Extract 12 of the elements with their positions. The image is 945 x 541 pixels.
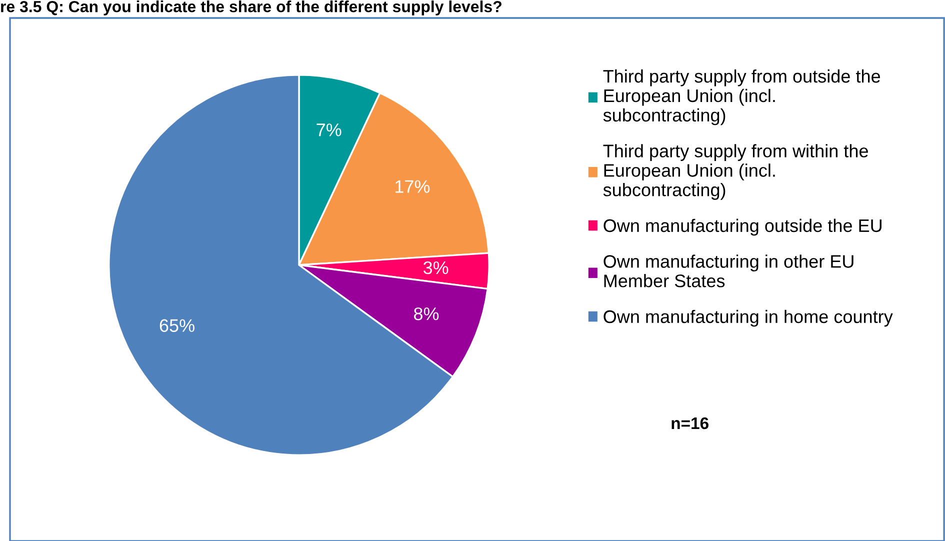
data-label: 65%	[160, 319, 194, 332]
legend-label: Own manufacturing outside the EU	[604, 218, 882, 236]
chart-title: re 3.5 Q: Can you indicate the share of the different supply levels?	[1, 0, 502, 16]
data-label: 7%	[316, 124, 342, 136]
legend-label: Own manufacturing in home country	[604, 310, 893, 327]
data-label: 3%	[423, 261, 448, 274]
data-label: 17%	[396, 180, 430, 193]
legend-label: Third party supply from outside the European Union (incl. subcontracting)	[603, 69, 880, 126]
text: n=16	[672, 417, 708, 430]
data-label: 8%	[414, 307, 439, 320]
legend-label: Third party supply from within the European Union (incl. subcontracting)	[603, 144, 868, 200]
legend-label: Own manufacturing in other EU Member States	[604, 254, 854, 288]
